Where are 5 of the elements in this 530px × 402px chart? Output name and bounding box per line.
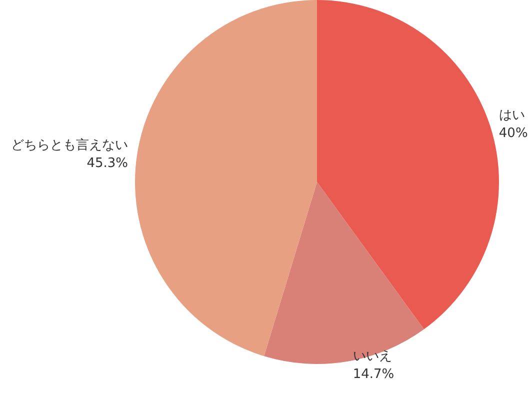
slice-label: はい	[498, 108, 525, 124]
slice-label: どちらとも言えない	[11, 137, 128, 154]
data-label: 14.7%	[352, 366, 394, 382]
data-label: 40%	[498, 126, 528, 142]
data-label: 45.3%	[86, 156, 128, 172]
